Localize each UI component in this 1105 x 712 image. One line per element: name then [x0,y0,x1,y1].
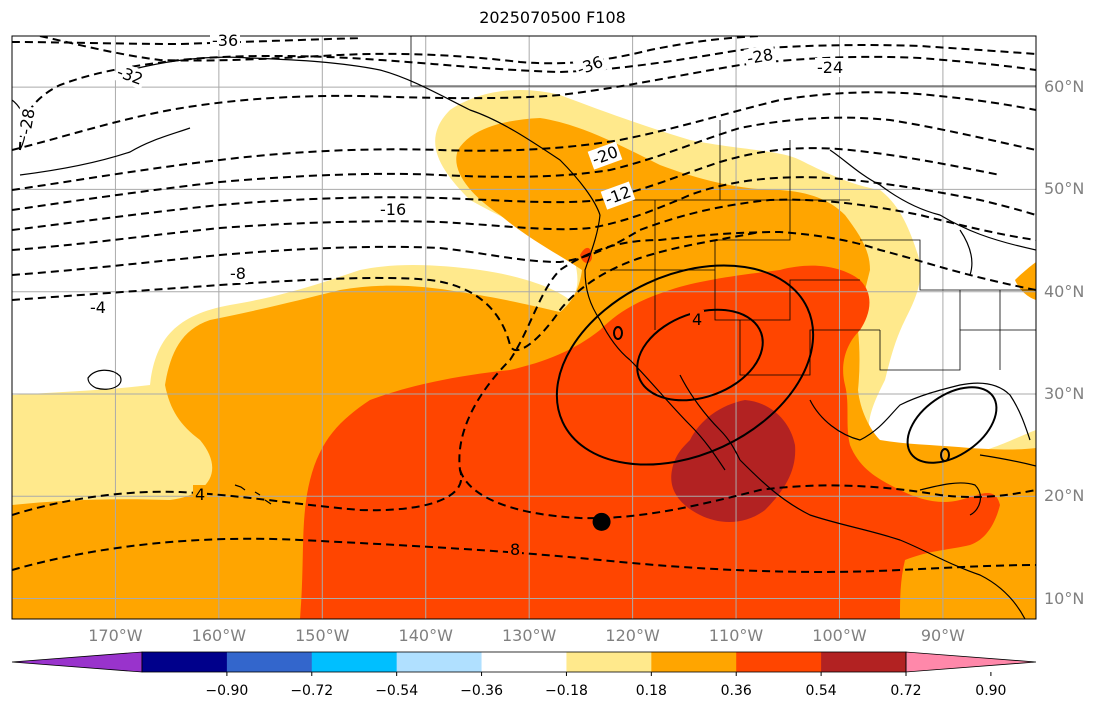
latitude-label: 20°N [1044,486,1085,506]
shading-054 [300,265,1000,619]
latitude-label: 60°N [1044,77,1085,97]
dashed-contours [12,36,1036,573]
solid-contours [555,264,998,466]
colorbar-tick-label: 0.18 [635,683,667,699]
colorbar-extend-high [905,651,1037,673]
shading-072 [671,400,796,522]
contour-label-14: 8 [508,540,523,559]
map-field [12,36,1036,619]
colorbar-tick-label: 0.54 [805,683,837,699]
longitude-label: 90°W [920,626,965,645]
contour-label-1: -36 [210,31,241,50]
map-gridlines [12,36,1036,619]
latitude-label: 30°N [1044,383,1085,403]
longitude-label: 100°W [812,626,867,645]
colorbar-segment [566,652,652,672]
colorbar-segment [481,652,567,672]
colorbar [11,651,1037,676]
colorbar-segment [651,652,737,672]
longitude-label: 150°W [295,626,350,645]
colorbar-segment [311,652,398,672]
colorbar-extend-low [11,651,143,673]
contour-label-6: -24 [815,58,846,77]
longitude-label: 130°W [501,626,557,645]
longitude-label: 120°W [605,626,660,645]
contour-label-8: -16 [378,200,409,219]
colorbar-tick-label: 0.36 [720,683,752,699]
colorbar-tick-label: −0.72 [290,683,334,699]
longitude-label: 170°W [88,626,143,645]
colorbar-tick-label: −0.54 [375,683,419,699]
contour-label-12: 4 [193,485,208,504]
latitude-label: 50°N [1044,179,1085,199]
longitude-label: 140°W [398,626,453,645]
colorbar-segment [736,652,822,672]
latitude-label: 40°N [1044,281,1085,301]
map-title: 2025070500 F108 [479,8,626,27]
solid-contour-label-1: 4 [690,310,705,329]
colorbar-tick-label: 0.90 [975,683,1007,699]
contour-label-11: -4 [88,298,108,317]
colorbar-segment [821,652,907,672]
latitude-label: 10°N [1044,588,1085,608]
colorbar-frame [141,651,907,673]
longitude-label: 110°W [708,626,764,645]
shading-036-islands [1015,262,1036,300]
colorbar-tick-label: 0.72 [890,683,922,699]
colorbar-tick-label: −0.90 [205,683,249,699]
storm-marker [592,512,611,531]
colorbar-segment [396,652,483,672]
contour-label-10: -8 [228,264,248,283]
colorbar-tick-label: −0.36 [460,683,503,699]
colorbar-segment [142,652,228,672]
colorbar-segment [226,652,313,672]
colorbar-tick-label: −0.18 [544,683,588,699]
longitude-label: 160°W [191,626,247,645]
map-frame [11,35,1037,620]
